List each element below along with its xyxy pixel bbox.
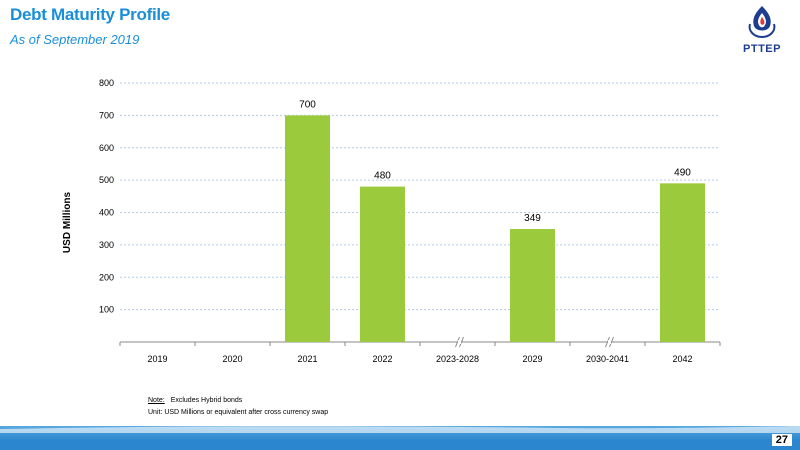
axis-break-mark (605, 336, 614, 348)
y-tick-label: 200 (99, 272, 114, 282)
bar (660, 183, 705, 342)
axis-break-mark (455, 336, 464, 348)
data-label: 700 (299, 99, 316, 110)
x-tick-label: 2019 (147, 354, 167, 364)
x-tick-label: 2022 (372, 354, 392, 364)
x-tick-label: 2021 (297, 354, 317, 364)
data-label: 480 (374, 171, 391, 182)
bar (360, 186, 405, 342)
y-tick-label: 100 (99, 305, 114, 315)
page-number: 27 (771, 434, 792, 446)
data-label: 349 (524, 213, 541, 224)
logo-text: PTTEP (743, 43, 781, 55)
note-unit: Unit: USD Millions or equivalent after c… (148, 409, 329, 416)
page-subtitle: As of September 2019 (10, 32, 140, 47)
data-label: 490 (674, 167, 691, 178)
bar (510, 229, 555, 342)
debt-maturity-chart: 100 200 300 400 500 600 700 800 USD Millions 2019… (62, 78, 721, 364)
y-tick-label: 600 (99, 143, 114, 153)
pttep-logo: PTTEP (732, 4, 792, 55)
x-tick-label: 2030-2041 (586, 354, 629, 364)
note-label: Note: (148, 397, 165, 404)
y-tick-label: 700 (99, 110, 114, 120)
y-tick-label: 400 (99, 208, 114, 218)
footer-wave (0, 426, 800, 433)
page-title: Debt Maturity Profile (10, 5, 170, 24)
x-tick-label: 2023-2028 (436, 354, 479, 364)
note-text: Excludes Hybrid bonds (170, 397, 243, 404)
chart-note: Note: Excludes Hybrid bonds Unit: USD Mi… (148, 395, 328, 419)
y-tick-label: 800 (99, 78, 114, 88)
x-tick-label: 2029 (522, 354, 542, 364)
x-tick-label: 2042 (672, 354, 692, 364)
axis-break-gap (608, 340, 611, 344)
bar (285, 115, 330, 342)
flame-icon (748, 6, 776, 39)
y-tick-label: 500 (99, 175, 114, 185)
y-axis-label: USD Millions (62, 192, 73, 254)
axis-break-gap (458, 340, 461, 344)
x-tick-label: 2020 (222, 354, 242, 364)
y-tick-label: 300 (99, 240, 114, 250)
